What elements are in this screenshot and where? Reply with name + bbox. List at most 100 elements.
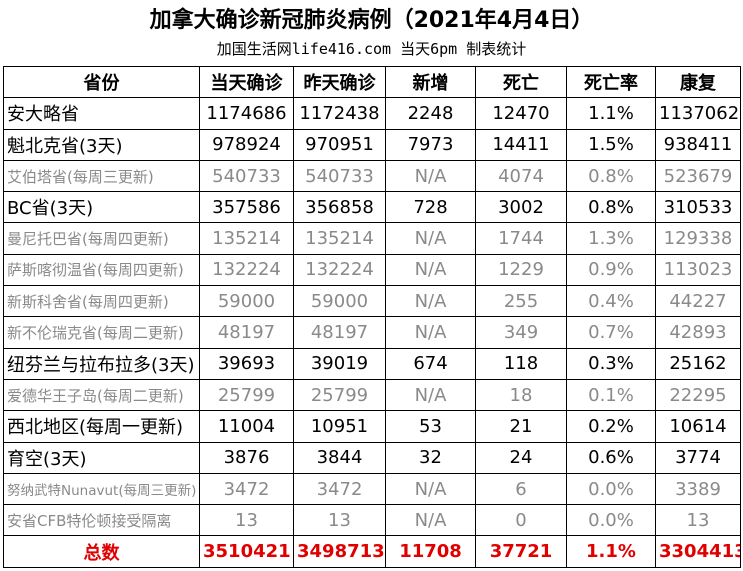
value-cell: 25162: [655, 347, 741, 380]
value-cell: 0.7%: [566, 316, 656, 349]
subtitle: 加国生活网life416.com 当天6pm 制表统计: [216, 40, 527, 58]
value-cell: N/A: [385, 253, 476, 287]
province-cell: 曼尼托巴省(每周四更新): [3, 222, 200, 255]
value-cell: 48197: [199, 316, 294, 349]
value-cell: 0.9%: [566, 253, 656, 287]
province-cell: 努纳武特Nunavut(每周三更新): [3, 472, 200, 506]
total-label: 总数: [3, 535, 200, 568]
value-cell: 978924: [199, 128, 294, 161]
table-row: 纽芬兰与拉布拉多(3天) 39693 39019 674 118 0.3% 25162: [3, 347, 741, 380]
value-cell: 12470: [475, 97, 567, 130]
table-row: 育空(3天) 3876 3844 32 24 0.6% 3774: [3, 441, 741, 474]
total-cell: 3510421: [199, 535, 294, 568]
value-cell: 1172438: [293, 97, 386, 130]
value-cell: 0.6%: [566, 441, 656, 474]
value-cell: 1.1%: [566, 97, 656, 130]
table-row: 新斯科舍省(每周四更新) 59000 59000 N/A 255 0.4% 44227: [3, 285, 741, 318]
province-cell: 安省CFB特伦顿接受隔离: [3, 504, 200, 537]
value-cell: 3389: [655, 472, 741, 506]
table: 省份 当天确诊 昨天确诊 新增 死亡 死亡率 康复 安大略省 1174686 1172438 22…: [3, 65, 741, 568]
value-cell: 3876: [199, 441, 294, 474]
value-cell: 132224: [199, 253, 294, 287]
value-cell: 44227: [655, 285, 741, 318]
total-cell: 1.1%: [566, 535, 656, 568]
column-header: 死亡: [475, 65, 567, 99]
value-cell: 1.3%: [566, 222, 656, 255]
value-cell: 39019: [293, 347, 386, 380]
value-cell: 728: [385, 191, 476, 224]
value-cell: 42893: [655, 316, 741, 349]
value-cell: N/A: [385, 378, 476, 412]
value-cell: 523679: [655, 159, 741, 193]
value-cell: 39693: [199, 347, 294, 380]
value-cell: 14411: [475, 128, 567, 161]
value-cell: 0.0%: [566, 504, 656, 537]
value-cell: 3002: [475, 191, 567, 224]
value-cell: 0.4%: [566, 285, 656, 318]
value-cell: 1174686: [199, 97, 294, 130]
table-row: 安大略省 1174686 1172438 2248 12470 1.1% 1137062: [3, 97, 741, 130]
value-cell: 18: [475, 378, 567, 412]
value-cell: 7973: [385, 128, 476, 161]
province-cell: 西北地区(每周一更新): [3, 410, 200, 443]
value-cell: 1229: [475, 253, 567, 287]
value-cell: 0.1%: [566, 378, 656, 412]
value-cell: 118: [475, 347, 567, 380]
table-row: 西北地区(每周一更新) 11004 10951 53 21 0.2% 10614: [3, 410, 741, 443]
value-cell: 2248: [385, 97, 476, 130]
value-cell: 13: [199, 504, 294, 537]
value-cell: N/A: [385, 472, 476, 506]
column-header: 省份: [3, 65, 200, 99]
table-row: 爱德华王子岛(每周二更新) 25799 25799 N/A 18 0.1% 22295: [3, 378, 741, 412]
table-row: 萨斯喀彻温省(每周四更新) 132224 132224 N/A 1229 0.9% 1130…: [3, 253, 741, 287]
value-cell: 0: [475, 504, 567, 537]
value-cell: 10951: [293, 410, 386, 443]
value-cell: 32: [385, 441, 476, 474]
total-cell: 37721: [475, 535, 567, 568]
value-cell: 113023: [655, 253, 741, 287]
value-cell: 11004: [199, 410, 294, 443]
value-cell: 3844: [293, 441, 386, 474]
province-cell: 魁北克省(3天): [3, 128, 200, 161]
value-cell: 970951: [293, 128, 386, 161]
value-cell: 0.0%: [566, 472, 656, 506]
column-header: 当天确诊: [199, 65, 294, 99]
value-cell: 13: [293, 504, 386, 537]
province-cell: 纽芬兰与拉布拉多(3天): [3, 347, 200, 380]
province-cell: 新斯科舍省(每周四更新): [3, 285, 200, 318]
value-cell: N/A: [385, 222, 476, 255]
value-cell: 132224: [293, 253, 386, 287]
value-cell: N/A: [385, 504, 476, 537]
title: 加拿大确诊新冠肺炎病例（2021年4月4日）: [149, 8, 594, 33]
value-cell: 1744: [475, 222, 567, 255]
value-cell: N/A: [385, 285, 476, 318]
value-cell: 48197: [293, 316, 386, 349]
value-cell: 674: [385, 347, 476, 380]
table-row: 艾伯塔省(每周三更新) 540733 540733 N/A 4074 0.8% 523679: [3, 159, 741, 193]
value-cell: 129338: [655, 222, 741, 255]
column-header: 昨天确诊: [293, 65, 386, 99]
province-cell: 安大略省: [3, 97, 200, 130]
value-cell: 938411: [655, 128, 741, 161]
table-row: 曼尼托巴省(每周四更新) 135214 135214 N/A 1744 1.3% 12933…: [3, 222, 741, 255]
value-cell: 25799: [293, 378, 386, 412]
value-cell: 24: [475, 441, 567, 474]
header-row: 省份 当天确诊 昨天确诊 新增 死亡 死亡率 康复: [3, 65, 741, 99]
value-cell: 3472: [199, 472, 294, 506]
province-cell: 爱德华王子岛(每周二更新): [3, 378, 200, 412]
column-header: 新增: [385, 65, 476, 99]
total-cell: 3304413: [655, 535, 741, 568]
value-cell: 0.3%: [566, 347, 656, 380]
total-cell: 11708: [385, 535, 476, 568]
value-cell: 13: [655, 504, 741, 537]
value-cell: 25799: [199, 378, 294, 412]
value-cell: 540733: [199, 159, 294, 193]
table-row: 努纳武特Nunavut(每周三更新) 3472 3472 N/A 6 0.0% 3389: [3, 472, 741, 506]
value-cell: 0.8%: [566, 159, 656, 193]
value-cell: 53: [385, 410, 476, 443]
value-cell: 59000: [293, 285, 386, 318]
value-cell: 135214: [293, 222, 386, 255]
total-cell: 3498713: [293, 535, 386, 568]
value-cell: N/A: [385, 316, 476, 349]
table-row: 魁北克省(3天) 978924 970951 7973 14411 1.5% 938411: [3, 128, 741, 161]
